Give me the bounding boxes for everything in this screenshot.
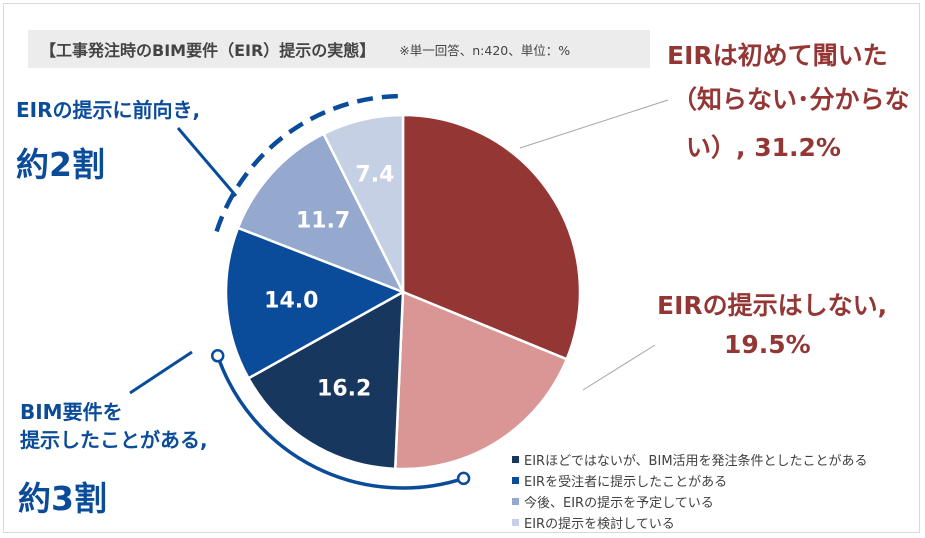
- pie-slice: [393, 290, 569, 471]
- legend-item: EIRの提示を検討している: [512, 512, 868, 533]
- callout-presented-line1: BIM要件を: [20, 400, 123, 424]
- legend-swatch: [512, 456, 519, 463]
- callout-unknown-line1: EIRは初めて聞いた: [667, 41, 888, 70]
- leader-line-no-present: [582, 344, 656, 391]
- chart-legend: EIRほどではないが、BIM活用を発注条件としたことがある EIRを受注者に提示…: [512, 449, 868, 533]
- leader-line-unknown: [519, 99, 669, 149]
- legend-item: EIRを受注者に提示したことがある: [512, 470, 868, 491]
- legend-label: EIRを受注者に提示したことがある: [524, 475, 728, 490]
- data-label: 16.2: [317, 376, 371, 401]
- chart-title-box: 【工事発注時のBIM要件（EIR）提示の実態】 ※単一回答、n:420、単位：%: [28, 30, 650, 68]
- callout-no-present-line1: EIRの提示はしない,: [657, 291, 888, 320]
- pie-slice: [236, 132, 406, 295]
- chart-title: 【工事発注時のBIM要件（EIR）提示の実態】: [40, 41, 376, 60]
- callout-unknown-line2: （知らない･分からな: [672, 85, 910, 114]
- data-label: 7.4: [355, 162, 394, 187]
- chart-frame: [3, 3, 920, 533]
- leader-line-presented: [129, 350, 193, 395]
- legend-label: EIRの提示を検討している: [524, 517, 675, 532]
- legend-item: 今後、EIRの提示を予定している: [512, 491, 868, 512]
- pie-slice: [401, 113, 582, 361]
- callout-unknown-line3: い）, 31.2%: [686, 133, 841, 162]
- callout-presented-line2: 提示したことがある,: [20, 428, 208, 452]
- bracket-end-dot: [456, 471, 471, 486]
- pie-slice: [246, 289, 405, 471]
- data-label: 11.7: [296, 208, 350, 233]
- dashed-bracket-positive: [214, 93, 404, 233]
- legend-item: EIRほどではないが、BIM活用を発注条件としたことがある: [512, 449, 868, 470]
- legend-label: 今後、EIRの提示を予定している: [524, 496, 714, 511]
- legend-swatch: [512, 477, 519, 484]
- pie-slice: [321, 113, 405, 293]
- pie-slice: [224, 226, 406, 380]
- callout-positive-line2: 約2割: [16, 145, 105, 184]
- legend-swatch: [512, 498, 519, 505]
- callout-no-present-line2: 19.5%: [724, 330, 811, 359]
- data-label: 14.0: [264, 289, 318, 314]
- legend-swatch: [512, 519, 519, 526]
- callout-presented-line3: 約3割: [18, 479, 107, 518]
- bracket-end-dot: [210, 349, 225, 363]
- legend-label: EIRほどではないが、BIM活用を発注条件としたことがある: [524, 454, 868, 469]
- leader-line-positive: [176, 127, 238, 197]
- solid-bracket-presented: [216, 355, 465, 490]
- chart-note: ※単一回答、n:420、単位：%: [399, 42, 571, 58]
- callout-positive-line1: EIRの提示に前向き,: [16, 98, 201, 122]
